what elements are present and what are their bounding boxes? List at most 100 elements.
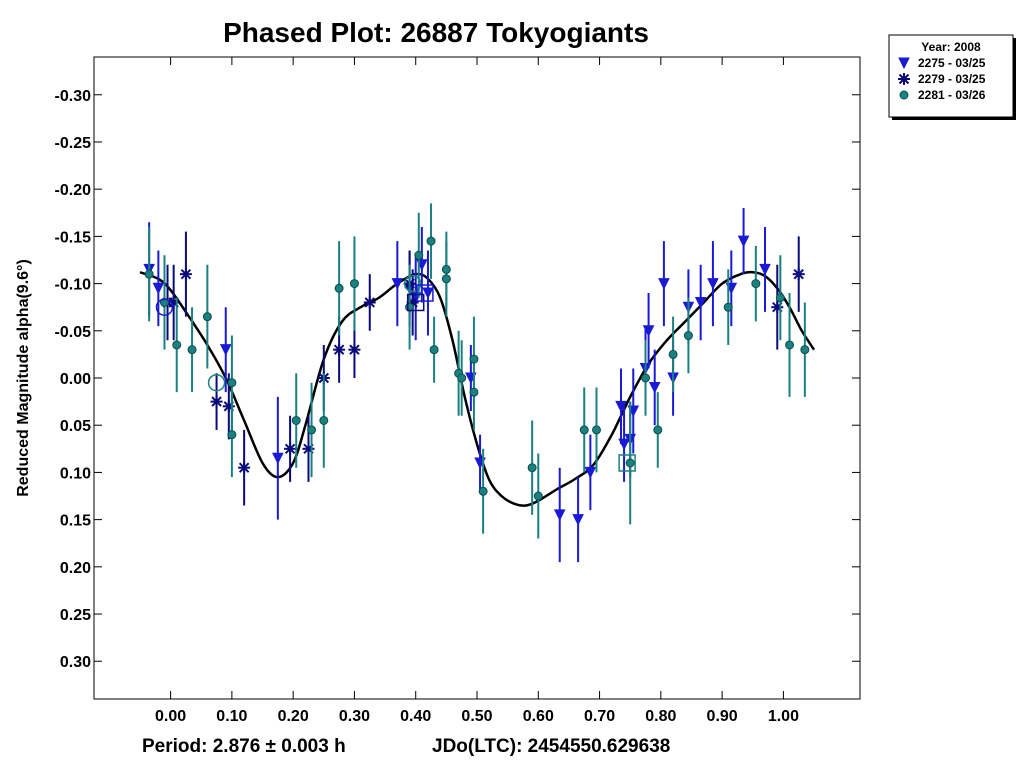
- data-point: [642, 325, 655, 337]
- legend-entry-label: 2275 - 03/25: [918, 56, 986, 70]
- data-point: [625, 458, 635, 468]
- legend-entries: 2275 - 03/25 2279 - 03/25 2281 - 03/26: [898, 56, 986, 102]
- y-tick-label: -0.10: [55, 277, 92, 294]
- data-point: [227, 378, 237, 388]
- legend-marker: [899, 90, 909, 100]
- data-point: [553, 509, 566, 522]
- highlight-marker: [207, 373, 226, 392]
- data-point: [422, 287, 434, 300]
- data-point: [723, 302, 733, 312]
- data-point: [202, 312, 212, 322]
- data-point: [152, 282, 165, 295]
- x-tick-label: 0.20: [278, 708, 309, 725]
- data-point: [179, 268, 192, 281]
- data-point: [144, 269, 154, 279]
- legend-entry-label: 2281 - 03/26: [918, 88, 986, 102]
- data-point: [457, 373, 467, 383]
- x-tick-label: 0.40: [400, 708, 431, 725]
- data-point: [441, 274, 451, 284]
- highlight-markers-group: [155, 274, 636, 472]
- data-point: [333, 343, 346, 356]
- data-point: [272, 452, 284, 465]
- y-axis-label: Reduced Magnitude alpha(9.6°): [15, 259, 32, 497]
- data-point: [238, 461, 251, 474]
- data-point: [348, 343, 361, 356]
- data-point: [349, 279, 359, 289]
- data-point: [572, 514, 584, 526]
- legend-box: [888, 34, 1014, 118]
- y-tick-label: 0.00: [60, 371, 91, 388]
- y-tick-label: -0.30: [55, 88, 92, 105]
- asterisk-stroke: [180, 268, 192, 280]
- data-point: [441, 264, 451, 274]
- highlight-marker: [155, 298, 174, 316]
- data-point: [683, 331, 693, 341]
- data-point: [759, 263, 771, 276]
- y-tick-label: -0.20: [55, 182, 92, 199]
- data-point: [469, 387, 479, 397]
- data-point: [319, 415, 329, 425]
- asterisk-stroke: [284, 443, 296, 455]
- data-point: [694, 296, 707, 309]
- data-point: [785, 340, 795, 350]
- asterisk-stroke: [238, 462, 250, 473]
- data-point: [227, 430, 237, 440]
- y-tick-label: -0.25: [55, 135, 92, 152]
- data-point: [187, 345, 197, 355]
- data-series-group: [143, 203, 810, 563]
- data-point: [641, 373, 651, 383]
- data-point: [707, 278, 719, 290]
- y-tick-label: 0.30: [60, 654, 91, 671]
- x-tick-label: 0.80: [645, 708, 676, 725]
- highlight-marker: [416, 284, 434, 302]
- data-point: [414, 250, 424, 260]
- y-tick-label: 0.10: [60, 465, 91, 482]
- plot-frame: [93, 56, 861, 700]
- footer-epoch: JDo(LTC): 2454550.629638: [432, 736, 670, 757]
- data-point: [648, 381, 661, 394]
- data-point: [775, 293, 785, 303]
- data-point: [792, 268, 805, 281]
- legend-entry-label: 2279 - 03/25: [918, 72, 986, 86]
- data-point: [579, 425, 589, 435]
- x-axis-ticks: 0.00 0.10 0.20 0.30 0.40 0.50 0.60 0.70 0.80 0.90…: [155, 57, 799, 725]
- series-2275-03-25: [143, 208, 771, 563]
- data-point: [284, 442, 297, 455]
- x-tick-label: 0.60: [523, 708, 554, 725]
- asterisk-stroke: [349, 344, 360, 355]
- data-point: [668, 349, 678, 359]
- data-point: [291, 415, 301, 425]
- data-point: [334, 283, 344, 293]
- data-point: [771, 301, 784, 314]
- data-point: [210, 395, 223, 408]
- data-point: [429, 345, 439, 355]
- data-point: [478, 486, 488, 496]
- legend: Year: 2008 2275 - 03/25 2279 - 03/25 2281 …: [888, 34, 1016, 120]
- legend-title: Year: 2008: [921, 40, 981, 54]
- y-tick-label: 0.15: [60, 513, 91, 530]
- data-point: [658, 278, 670, 290]
- y-tick-label: 0.25: [60, 607, 91, 624]
- y-tick-label: -0.15: [55, 229, 92, 246]
- legend-marker: [898, 57, 910, 70]
- footer-period: Period: 2.876 ± 0.003 h: [142, 736, 346, 757]
- data-point: [653, 425, 663, 435]
- asterisk-stroke: [211, 396, 222, 407]
- x-tick-label: 0.90: [707, 708, 738, 725]
- asterisk-stroke: [898, 73, 910, 85]
- data-point: [584, 466, 597, 479]
- data-point: [737, 235, 750, 248]
- data-point: [219, 344, 232, 356]
- data-point: [618, 438, 630, 451]
- data-point: [426, 236, 436, 246]
- data-point: [615, 400, 627, 413]
- data-point: [591, 425, 601, 435]
- chart-title: Phased Plot: 26887 Tokyogiants: [223, 17, 649, 48]
- y-tick-label: 0.20: [60, 560, 91, 577]
- series-2281-03-26: [144, 203, 810, 539]
- y-tick-label: -0.05: [55, 324, 92, 341]
- data-point: [167, 296, 180, 309]
- data-point: [527, 463, 537, 473]
- data-point: [172, 340, 182, 350]
